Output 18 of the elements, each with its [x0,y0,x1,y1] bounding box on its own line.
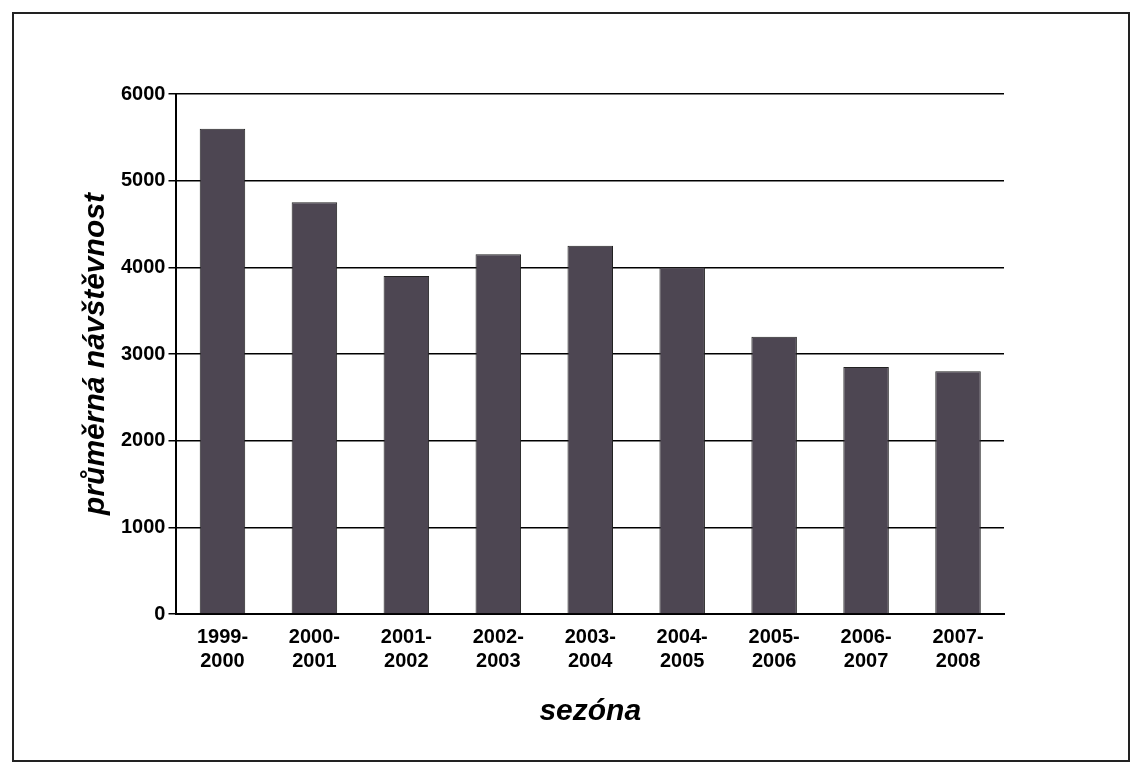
x-tick-label: 2000- 2001 [288,624,340,671]
x-axis-title: sezóna [539,693,642,727]
y-tick-label: 6000 [120,81,166,104]
y-tick-label: 4000 [120,254,166,277]
x-tick-label: 2003- 2004 [564,624,616,671]
y-tick-label: 3000 [120,341,166,364]
y-tick-label: 5000 [120,168,166,191]
x-tick-label: 2005- 2006 [748,624,800,671]
y-axis-title: průměrná návštěvnost [77,191,111,516]
x-tick-label: 2004- 2005 [656,624,708,671]
x-tick-label: 2006- 2007 [840,624,892,671]
y-tick-label: 0 [154,601,166,624]
y-tick-label: 2000 [120,428,166,451]
x-tick-label: 2002- 2003 [472,624,524,671]
x-tick-label: 2007- 2008 [932,624,984,671]
x-tick-label: 2001- 2002 [380,624,432,671]
x-tick-label: 1999- 2000 [196,624,249,671]
y-tick-label: 1000 [120,514,166,537]
